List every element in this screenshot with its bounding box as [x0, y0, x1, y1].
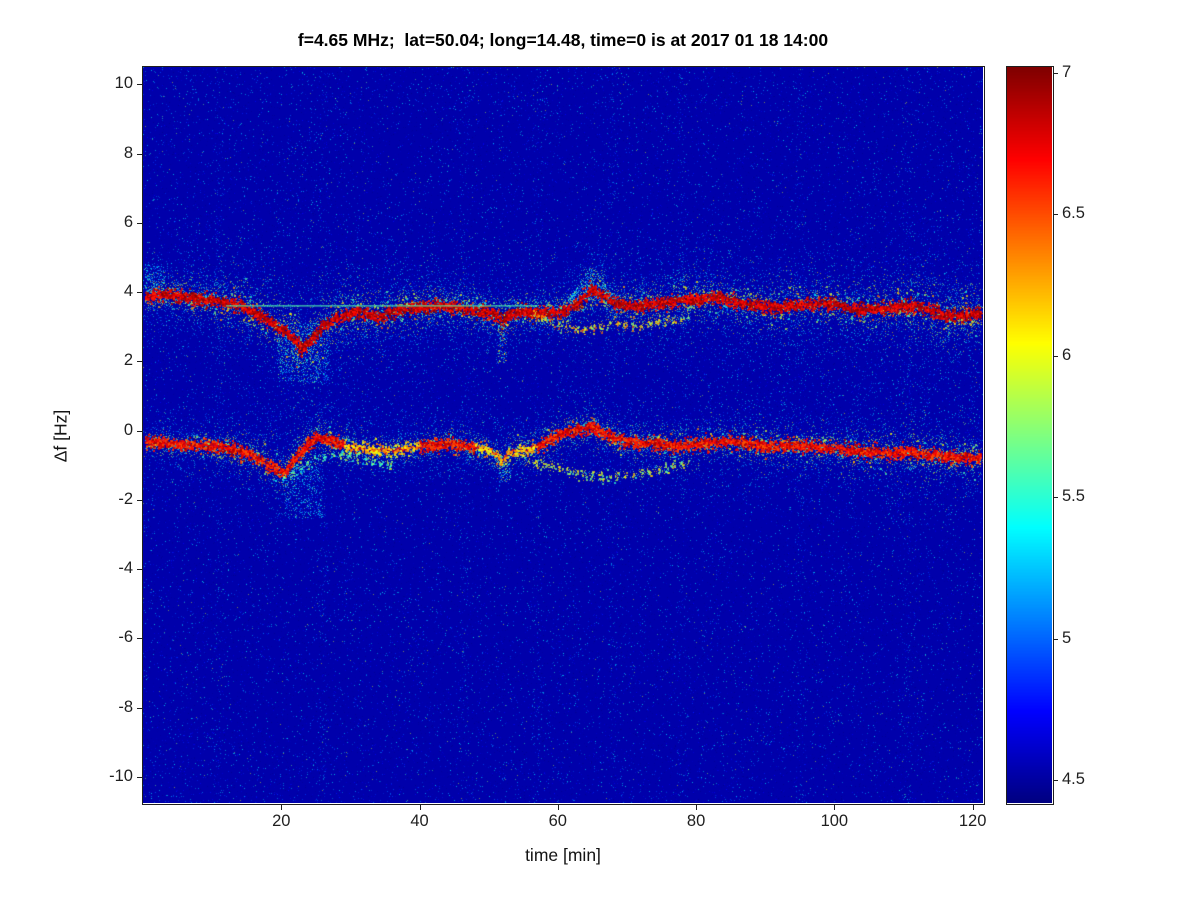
colorbar — [1007, 67, 1052, 803]
colorbar-tick-label: 4.5 — [1062, 770, 1085, 789]
x-tick-label: 40 — [385, 812, 455, 831]
y-tick-label: 8 — [55, 144, 133, 163]
colorbar-tick-mark — [1053, 73, 1058, 74]
colorbar-tick-mark — [1053, 356, 1058, 357]
chart-title: f=4.65 MHz; lat=50.04; long=14.48, time=… — [143, 30, 983, 51]
y-tick-mark — [137, 292, 143, 293]
x-tick-label: 20 — [246, 812, 316, 831]
matlab-figure: f=4.65 MHz; lat=50.04; long=14.48, time=… — [0, 0, 1200, 900]
y-tick-mark — [137, 84, 143, 85]
x-tick-label: 100 — [799, 812, 869, 831]
y-tick-mark — [137, 569, 143, 570]
y-tick-label: -6 — [55, 628, 133, 647]
colorbar-tick-label: 6 — [1062, 346, 1071, 365]
y-tick-mark — [137, 708, 143, 709]
y-tick-label: -4 — [55, 559, 133, 578]
x-tick-label: 60 — [523, 812, 593, 831]
y-tick-mark — [137, 777, 143, 778]
colorbar-tick-mark — [1053, 780, 1058, 781]
y-tick-mark — [137, 638, 143, 639]
y-tick-label: 0 — [55, 421, 133, 440]
x-tick-mark — [420, 804, 421, 810]
x-tick-mark — [696, 804, 697, 810]
y-tick-mark — [137, 431, 143, 432]
y-tick-label: 6 — [55, 213, 133, 232]
y-tick-label: -2 — [55, 490, 133, 509]
colorbar-tick-label: 7 — [1062, 63, 1071, 82]
colorbar-tick-mark — [1053, 497, 1058, 498]
x-axis-label: time [min] — [143, 845, 983, 866]
y-tick-label: 4 — [55, 282, 133, 301]
x-tick-mark — [558, 804, 559, 810]
x-tick-mark — [281, 804, 282, 810]
colorbar-tick-mark — [1053, 214, 1058, 215]
y-tick-label: -10 — [55, 767, 133, 786]
y-tick-mark — [137, 361, 143, 362]
x-tick-label: 80 — [661, 812, 731, 831]
y-tick-mark — [137, 223, 143, 224]
y-tick-label: 2 — [55, 351, 133, 370]
colorbar-tick-mark — [1053, 639, 1058, 640]
y-tick-label: -8 — [55, 698, 133, 717]
x-tick-mark — [973, 804, 974, 810]
colorbar-tick-label: 5.5 — [1062, 487, 1085, 506]
y-tick-mark — [137, 500, 143, 501]
x-tick-mark — [834, 804, 835, 810]
y-tick-label: 10 — [55, 74, 133, 93]
x-tick-label: 120 — [938, 812, 1008, 831]
colorbar-tick-label: 5 — [1062, 629, 1071, 648]
colorbar-tick-label: 6.5 — [1062, 204, 1085, 223]
doppler-spectrogram-canvas — [143, 67, 983, 803]
y-tick-mark — [137, 154, 143, 155]
